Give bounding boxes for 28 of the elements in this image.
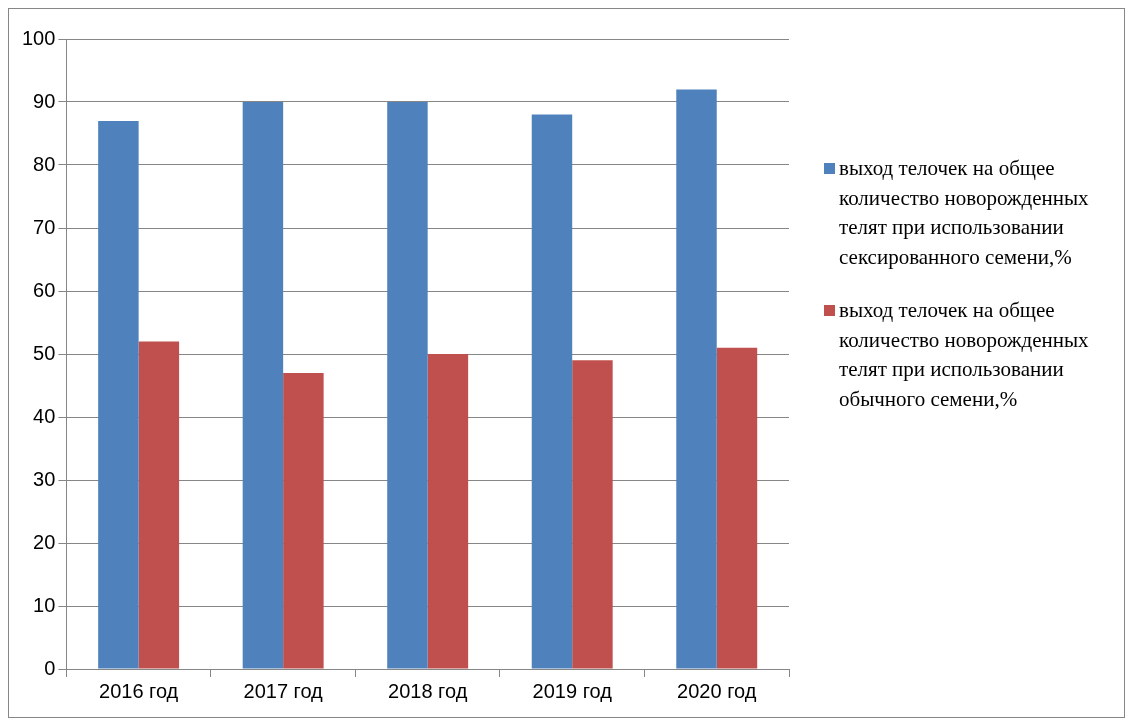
bar <box>283 372 324 669</box>
y-tick-label: 10 <box>33 593 56 616</box>
bar <box>242 102 284 669</box>
y-tick-label: 60 <box>33 278 56 301</box>
x-tick-label: 2020 год <box>677 679 757 702</box>
bar <box>676 89 717 669</box>
x-tick-label: 2017 год <box>243 679 324 702</box>
y-tick-label: 100 <box>21 26 56 49</box>
y-tick-label: 70 <box>33 215 56 238</box>
x-tick-label: 2018 год <box>388 679 468 702</box>
bar <box>427 354 469 669</box>
y-tick-label: 30 <box>33 467 56 490</box>
bar <box>387 102 428 669</box>
y-tick-label: 80 <box>33 152 56 175</box>
legend-label: выход телочек на общее количество новорожденных телят при использовании обычного семени,% <box>839 297 1090 413</box>
y-tick-label: 20 <box>33 530 56 553</box>
bar <box>138 341 180 669</box>
x-tick-label: 2016 год <box>99 679 179 702</box>
bar <box>531 114 573 669</box>
y-tick-label: 40 <box>33 404 56 427</box>
y-tick-label: 90 <box>33 89 56 112</box>
y-tick-label: 0 <box>44 656 56 679</box>
x-tick-label: 2019 год <box>532 679 613 702</box>
legend-label: выход телочек на общее количество новорожденных телят при использовании сексированного семени,% <box>839 155 1090 271</box>
y-tick-label: 50 <box>33 341 56 364</box>
bar <box>716 347 758 669</box>
bar <box>572 360 613 669</box>
bar <box>98 120 139 669</box>
